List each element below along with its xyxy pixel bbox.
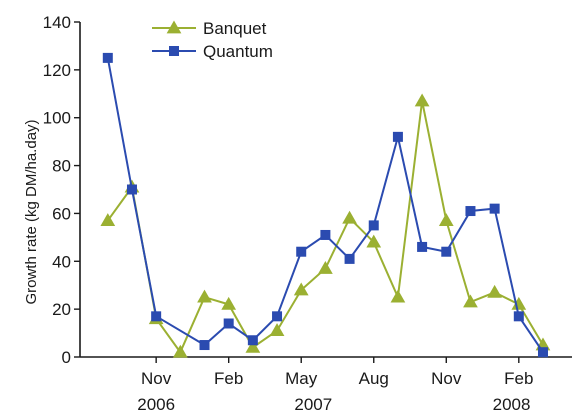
data-point-banquet [414,93,430,107]
data-point-quantum [368,220,379,231]
x-tick-label: Nov [141,369,172,388]
legend-item-banquet: Banquet [152,19,267,38]
data-point-banquet [438,213,454,226]
year-label: 2008 [493,395,531,414]
data-point-quantum [151,311,162,322]
year-label: 2007 [294,395,332,414]
legend-marker-quantum [169,46,179,56]
data-point-banquet [221,296,237,310]
series-line-banquet [106,100,544,355]
x-tick-label: Feb [214,369,243,388]
data-point-banquet [269,323,285,337]
data-point-quantum [199,340,210,351]
data-point-quantum [392,131,403,142]
data-point-banquet [390,289,406,303]
axes [79,22,572,358]
data-point-quantum [102,52,113,63]
tick-group: 0 20 40 60 80 100 120 140 Nov Feb May Aug Nov Feb 2006… [43,13,534,414]
y-axis-label: Growth rate (kg DM/ha.day) [23,119,40,304]
data-point-quantum [489,203,500,214]
y-tick-label: 120 [43,61,71,80]
series-layer [100,52,551,358]
y-tick-label: 80 [52,157,71,176]
data-point-banquet [100,213,116,226]
data-point-banquet [487,284,502,298]
data-point-quantum [247,335,258,346]
data-point-quantum [272,311,283,322]
data-point-quantum [465,206,476,217]
x-tick-label: Feb [504,369,533,388]
year-label: 2006 [137,395,175,414]
data-point-banquet [318,260,333,274]
legend: Banquet Quantum [152,19,273,61]
legend-marker-banquet [166,20,182,34]
data-point-banquet [366,234,382,248]
data-point-quantum [417,241,428,252]
x-tick-label: Nov [431,369,462,388]
data-point-quantum [223,318,234,329]
data-point-banquet [463,294,478,308]
y-tick-label: 20 [52,300,71,319]
y-tick-label: 140 [43,13,71,32]
legend-item-quantum: Quantum [152,42,273,61]
y-tick-label: 60 [52,204,71,223]
data-point-quantum [513,311,524,322]
y-tick-label: 100 [43,109,71,128]
data-point-quantum [320,229,331,240]
series-line-quantum [106,57,544,353]
y-tick-label: 0 [62,348,71,367]
legend-label: Banquet [203,19,267,38]
data-point-banquet [342,210,357,224]
x-tick-label: Aug [359,369,389,388]
data-point-banquet [245,339,261,353]
y-tick-label: 40 [52,252,71,271]
data-point-quantum [537,347,548,358]
x-tick-label: May [285,369,318,388]
series-banquet [100,93,551,358]
data-point-quantum [126,184,137,195]
data-point-banquet [197,289,212,303]
series-quantum [102,52,548,358]
data-point-banquet [293,282,309,296]
data-point-quantum [441,246,452,257]
data-point-quantum [344,253,355,264]
legend-label: Quantum [203,42,273,61]
data-point-banquet [172,344,188,358]
data-point-quantum [296,246,307,257]
